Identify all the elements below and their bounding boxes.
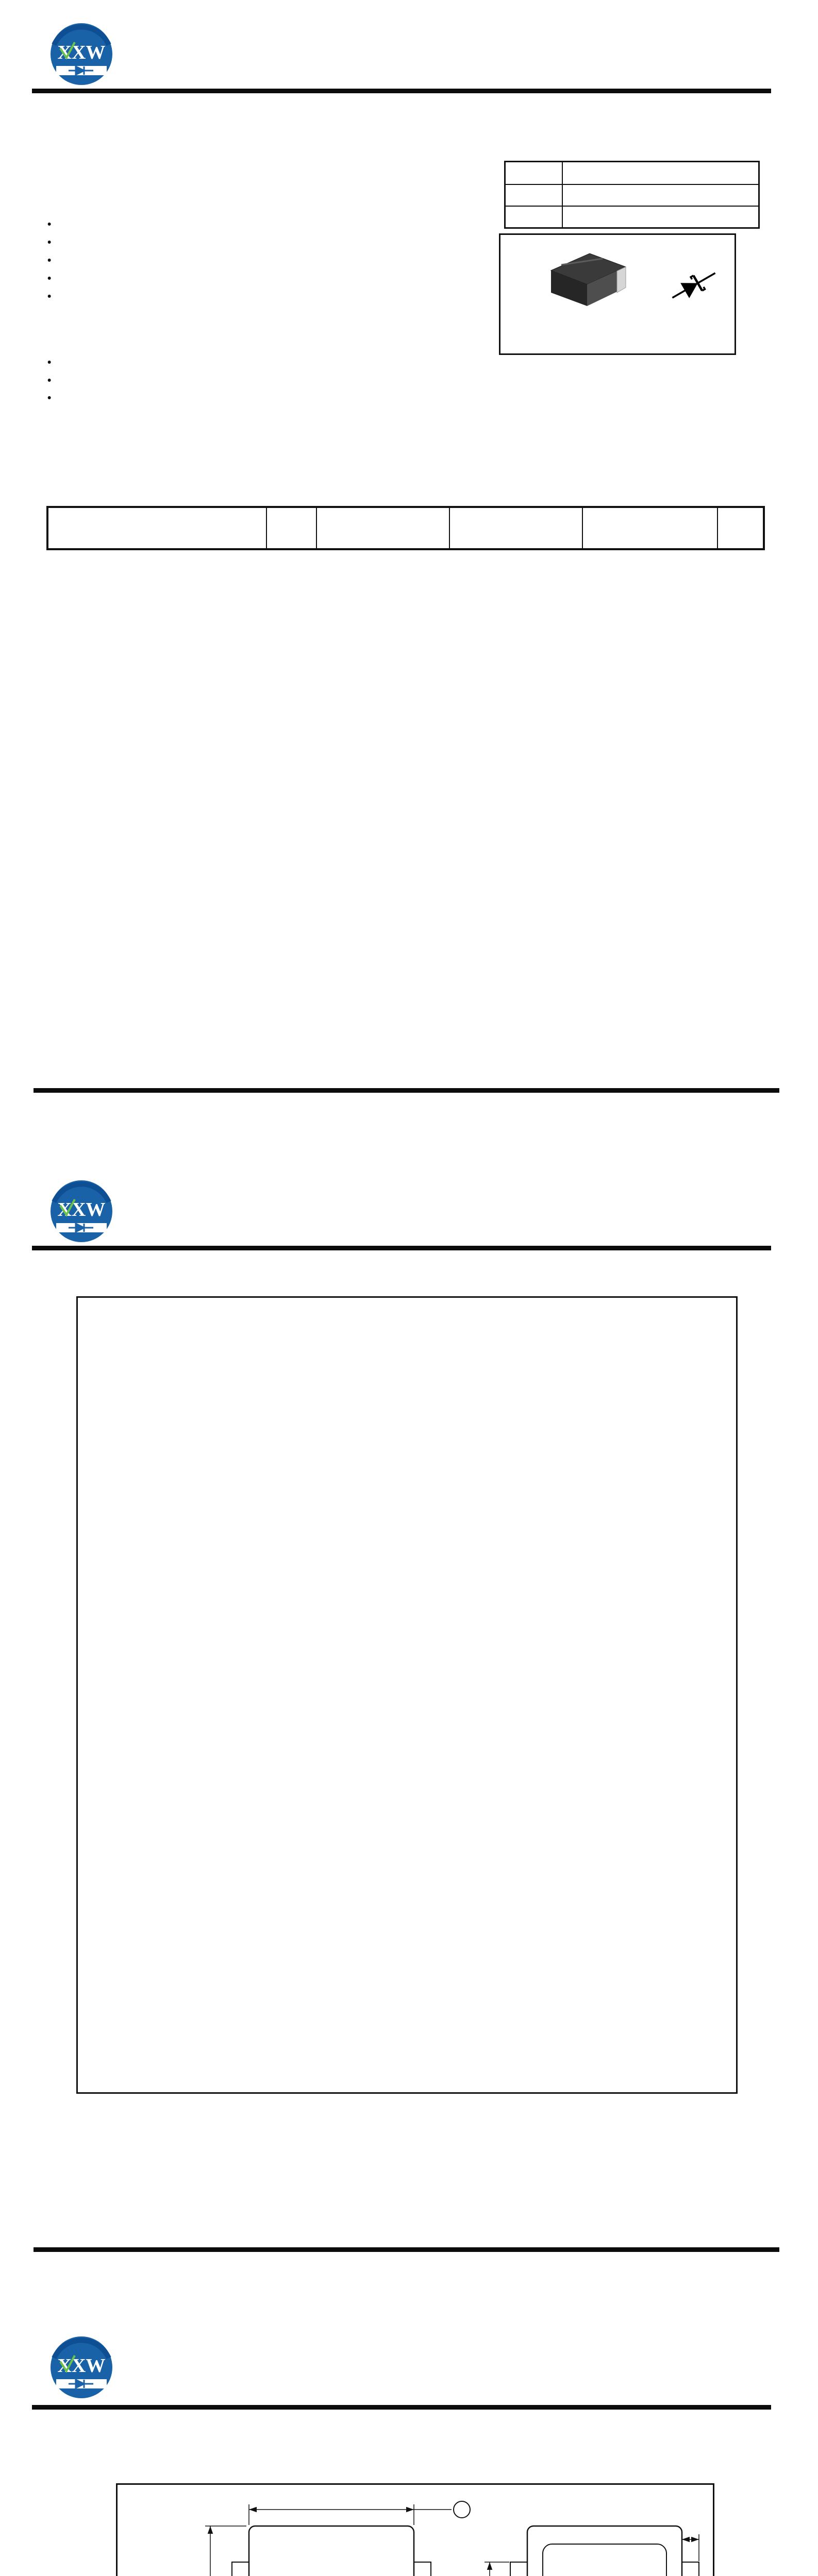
top-view-pad	[510, 2525, 699, 2576]
feature-item: •	[47, 218, 52, 230]
ratings-table	[46, 506, 765, 550]
col-header	[717, 506, 764, 550]
page-2: XXW	[0, 1159, 818, 2324]
top-view-body	[231, 2525, 431, 2576]
feature-item: •	[47, 255, 52, 266]
pin-header	[504, 161, 563, 185]
dim-E	[248, 2501, 471, 2525]
table-header-row	[47, 506, 764, 550]
company-logo: XXW	[49, 1179, 296, 1246]
pin-number	[504, 184, 563, 207]
package-drawing-box	[116, 2483, 714, 2576]
logo-mark-icon: XXW	[51, 23, 112, 85]
package-dimension-drawing	[205, 2501, 699, 2576]
col-header	[316, 506, 450, 550]
figures-box	[76, 1296, 738, 2094]
col-header	[449, 506, 583, 550]
dim-L	[681, 2534, 699, 2561]
footer-rule	[34, 2247, 779, 2252]
logo-mark-icon: XXW	[51, 1180, 112, 1242]
table-row	[504, 184, 760, 207]
chip-body	[550, 253, 627, 306]
pin-description	[562, 206, 760, 229]
table-row	[504, 206, 760, 229]
company-logo: XXW	[49, 2335, 296, 2402]
svg-text:XXW: XXW	[58, 1199, 106, 1221]
feature-item: •	[47, 236, 52, 248]
page-3: XXW	[0, 2324, 818, 2576]
dim-b	[485, 2562, 509, 2576]
pin-description	[562, 184, 760, 207]
footer-rule	[34, 1088, 779, 1093]
header-rule	[32, 2405, 771, 2410]
pin-number	[504, 206, 563, 229]
mechanical-item: •	[47, 357, 52, 368]
package-outline-box	[499, 233, 736, 355]
svg-text:XXW: XXW	[58, 2355, 106, 2377]
description-header	[562, 161, 760, 185]
header-rule	[32, 89, 771, 93]
feature-item: •	[47, 273, 52, 284]
svg-text:XXW: XXW	[58, 42, 106, 63]
mechanical-item: •	[47, 375, 52, 386]
col-header	[47, 506, 267, 550]
col-header	[266, 506, 317, 550]
feature-item: •	[47, 291, 52, 302]
table-header-row	[504, 161, 760, 185]
dim-D	[205, 2526, 246, 2576]
page-1: XXW	[0, 0, 818, 1159]
schottky-diode-symbol-icon	[672, 272, 716, 299]
header-rule	[32, 1246, 771, 1250]
mechanical-item: •	[47, 392, 52, 404]
pinning-table	[504, 161, 760, 229]
company-logo: XXW	[49, 22, 296, 89]
smc-package-3d-icon	[550, 253, 716, 306]
logo-mark-icon: XXW	[51, 2336, 112, 2398]
col-header	[582, 506, 718, 550]
